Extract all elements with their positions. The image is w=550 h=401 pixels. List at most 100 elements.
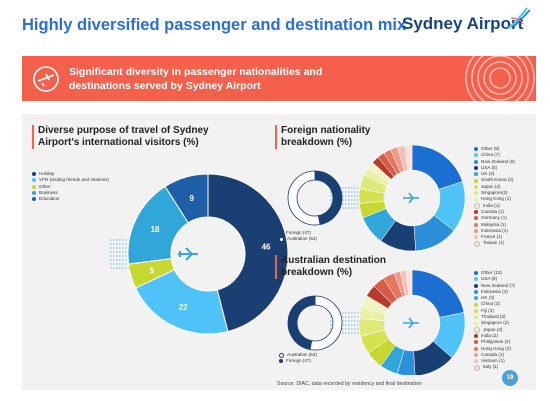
legend-swatch <box>474 334 478 339</box>
legend-item: China (7) <box>474 152 515 158</box>
legend-swatch <box>474 159 478 164</box>
legend-swatch <box>474 216 478 221</box>
highlight-banner <box>22 56 536 101</box>
legend-swatch <box>474 340 478 345</box>
page-number: 19 <box>502 370 518 386</box>
legend-swatch <box>279 236 284 242</box>
legend-swatch <box>474 197 478 202</box>
nationality-small-legend: Foreign (47) Australian (53) <box>279 230 317 243</box>
legend-swatch <box>474 283 478 288</box>
donut-slice <box>164 173 209 224</box>
legend-swatch <box>474 172 478 177</box>
plane-icon <box>178 247 198 261</box>
legend-item: Singapore(2) <box>474 190 515 196</box>
legend-swatch <box>474 296 478 301</box>
destination-legend: Other (12) USA (8) New Zealand (7) Indonesi… <box>474 270 515 371</box>
nationality-donut-chart <box>287 144 466 252</box>
legend-item: Singapore (2) <box>474 320 515 326</box>
legend-item: China (3) <box>474 301 515 307</box>
data-label: 5 <box>150 266 155 275</box>
plane-icon <box>403 192 419 204</box>
legend-swatch <box>474 290 478 295</box>
legend-swatch <box>474 346 478 351</box>
data-label: 9 <box>189 194 194 203</box>
legend-item: Malaysia (1) <box>474 222 515 228</box>
legend-swatch <box>474 271 478 276</box>
legend-swatch <box>474 166 478 171</box>
legend-swatch <box>474 353 478 357</box>
heading-accent-bar <box>275 255 277 279</box>
legend-item: Education <box>32 196 109 202</box>
legend-item: South Korea (2) <box>474 177 515 183</box>
page-title: Highly diversified passenger and destina… <box>22 16 407 34</box>
legend-item: Philippines (2) <box>474 339 515 345</box>
legend-item: Germany (1) <box>474 215 515 221</box>
legend-item: Indonesia (1) <box>474 228 515 234</box>
donut-slice <box>411 144 463 190</box>
purpose-legend: Holiday VFR (visiting friends and relati… <box>32 171 109 202</box>
banner-text: Significant diversity in passenger natio… <box>69 66 323 92</box>
legend-item: UK (4) <box>474 171 515 177</box>
data-label: 46 <box>262 243 271 252</box>
legend-swatch <box>474 240 480 247</box>
donut-slice <box>404 144 413 171</box>
legend-swatch <box>32 172 36 177</box>
legend-item: Australian (53) <box>279 236 317 242</box>
logo-text: Sydney Airport <box>402 14 524 33</box>
legend-swatch <box>474 222 478 227</box>
legend-item: USA (5) <box>474 165 515 171</box>
legend-swatch <box>474 229 478 233</box>
data-label: 22 <box>179 303 188 312</box>
legend-item: Canada (1) <box>474 209 515 215</box>
legend-swatch <box>474 191 478 196</box>
legend-item: VFR (visiting friends and relatives) <box>32 177 109 183</box>
heading-accent-bar <box>32 125 34 149</box>
legend-swatch <box>474 302 478 307</box>
legend-item: Thailand (3) <box>474 314 515 320</box>
legend-swatch <box>32 191 36 196</box>
legend-swatch <box>474 184 478 189</box>
legend-swatch <box>32 184 36 189</box>
plane-icon <box>403 317 419 329</box>
plane-globe-icon <box>33 66 59 92</box>
donut-slice <box>287 170 321 226</box>
destination-donut-chart <box>287 269 466 375</box>
legend-swatch <box>279 352 284 358</box>
legend-item: Hong Kong (2) <box>474 346 515 352</box>
legend-item: Other (9) <box>474 146 515 152</box>
legend-item: Other <box>32 184 109 190</box>
legend-item: Other (12) <box>474 270 515 276</box>
legend-item: Japan (2) <box>474 327 515 333</box>
legend-item: India (1) <box>474 203 515 209</box>
legend-item: Foreign (47) <box>279 230 317 236</box>
data-label: 18 <box>151 225 160 234</box>
destination-small-legend: Australian (53) Foreign (47) <box>279 352 317 365</box>
legend-item: Fiji (3) <box>474 308 515 314</box>
legend-item: Taiwan (1) <box>474 240 515 247</box>
legend-item: Hong Kong (1) <box>474 196 515 202</box>
legend-item: Vietnam (1) <box>474 358 515 364</box>
donut-slice <box>207 173 289 333</box>
legend-item: Italy (1) <box>474 364 515 371</box>
legend-swatch <box>474 178 478 183</box>
legend-swatch <box>474 153 478 158</box>
nationality-legend: Other (9) China (7) New Zealand (6) USA (5)… <box>474 146 515 247</box>
legend-swatch <box>474 364 480 371</box>
legend-swatch <box>474 147 478 152</box>
legend-item: France (1) <box>474 234 515 240</box>
legend-item: India (2) <box>474 333 515 339</box>
legend-item: UK (3) <box>474 295 515 301</box>
legend-swatch <box>474 359 478 364</box>
source-note: Source: DIAC, data recorded by residency… <box>277 381 422 387</box>
legend-swatch <box>474 315 478 320</box>
legend-swatch <box>32 178 36 183</box>
legend-swatch <box>279 359 283 364</box>
nationality-chart-heading: Foreign nationality breakdown (%) <box>281 125 371 148</box>
legend-item: Foreign (47) <box>279 358 317 364</box>
purpose-donut-chart: 46 22 5 18 9 <box>110 173 289 335</box>
legend-swatch <box>32 197 36 202</box>
donut-slice <box>411 269 465 318</box>
legend-item: Japan (2) <box>474 184 515 190</box>
destination-chart-heading: Australian destination breakdown (%) <box>281 255 387 278</box>
legend-swatch <box>474 326 480 333</box>
